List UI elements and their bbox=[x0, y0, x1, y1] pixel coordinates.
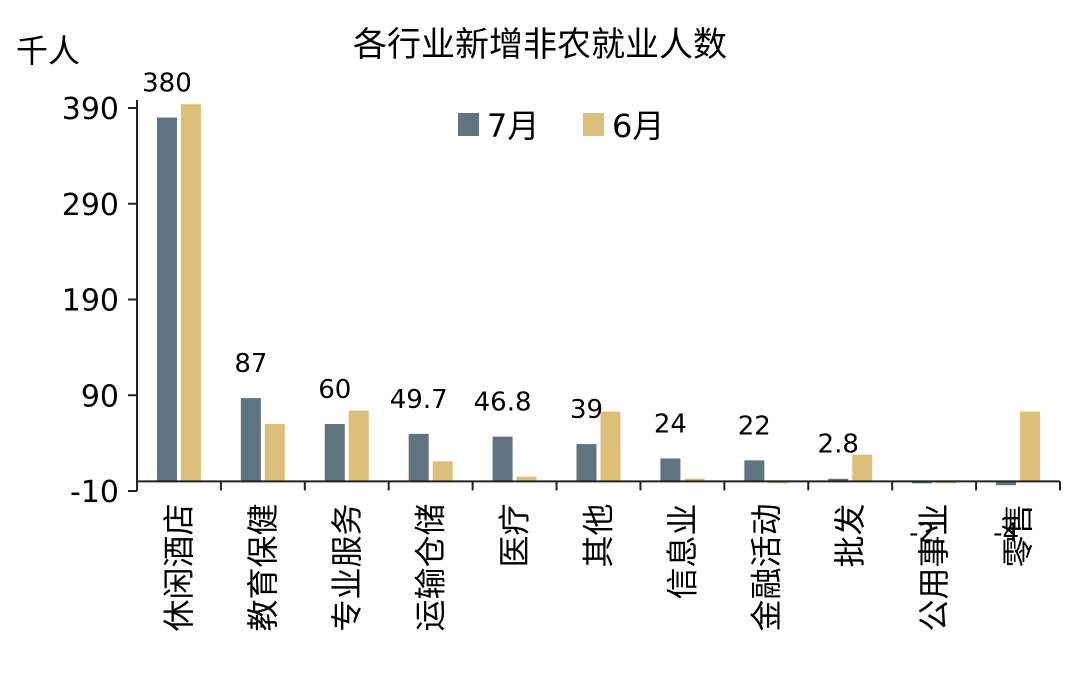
x-tick-label: 批发 bbox=[831, 503, 869, 567]
legend: 7月 6月 bbox=[458, 107, 664, 145]
legend-label: 7月 bbox=[487, 107, 539, 145]
x-tick-label: 公用事业 bbox=[915, 503, 953, 631]
data-label: 60 bbox=[318, 375, 351, 405]
x-axis: 休闲酒店 教育保健 专业服务 运输仓储 医疗 其他 信息业 金融活动 批发 公用事业 零售 bbox=[136, 480, 1061, 631]
bar-jun bbox=[852, 454, 873, 482]
x-tick-label: 其他 bbox=[580, 503, 618, 567]
y-axis: -10 90 190 290 390 bbox=[62, 92, 138, 510]
data-labels: 380 87 60 49.7 46.8 39 24 22 2.8 -2 -4 bbox=[142, 69, 1019, 549]
y-tick-label: 290 bbox=[62, 188, 119, 223]
x-tick-label: 信息业 bbox=[663, 503, 701, 599]
x-tick-label: 金融活动 bbox=[747, 503, 785, 631]
bar-jun bbox=[348, 410, 369, 482]
data-label: 39 bbox=[570, 395, 603, 425]
data-label: 87 bbox=[234, 349, 267, 379]
x-tick-label: 专业服务 bbox=[328, 503, 366, 631]
y-tick-label: 190 bbox=[62, 284, 119, 319]
x-tick-label: 教育保健 bbox=[244, 503, 282, 631]
data-label: 49.7 bbox=[390, 385, 448, 415]
bar-jun bbox=[432, 461, 453, 482]
bar-jul bbox=[828, 478, 849, 482]
chart-title: 各行业新增非农就业人数 bbox=[353, 25, 727, 65]
y-axis-unit: 千人 bbox=[16, 32, 80, 70]
data-label: 2.8 bbox=[818, 430, 859, 460]
data-label: 46.8 bbox=[474, 388, 532, 418]
y-tick-label: 390 bbox=[62, 92, 119, 127]
data-label: 24 bbox=[654, 409, 687, 439]
bar-jul bbox=[408, 433, 429, 482]
bar-jun bbox=[1020, 411, 1041, 482]
legend-swatch bbox=[458, 113, 479, 136]
data-label: -2 bbox=[909, 518, 935, 548]
bar-jun bbox=[180, 104, 201, 482]
x-tick-label: 医疗 bbox=[496, 503, 534, 567]
x-tick-label: 休闲酒店 bbox=[160, 503, 198, 631]
y-tick-label: -10 bbox=[70, 475, 119, 510]
bar-jul bbox=[156, 117, 177, 482]
data-label: 22 bbox=[738, 411, 771, 441]
bar-jul bbox=[660, 458, 681, 482]
data-label: -4 bbox=[993, 518, 1019, 548]
bar-jun bbox=[684, 478, 705, 482]
y-tick-label: 90 bbox=[81, 379, 119, 414]
bar-jul bbox=[996, 481, 1017, 486]
bars bbox=[156, 104, 1041, 486]
bar-jun bbox=[516, 476, 537, 482]
legend-label: 6月 bbox=[612, 107, 664, 145]
bar-jul bbox=[744, 460, 765, 482]
bar-jun bbox=[264, 423, 285, 482]
bar-jul bbox=[492, 436, 513, 482]
bar-jul bbox=[240, 398, 261, 482]
bar-jun bbox=[600, 411, 621, 482]
bar-jul bbox=[324, 423, 345, 482]
x-tick-label: 运输仓储 bbox=[412, 503, 450, 631]
x-tick-label: 零售 bbox=[999, 503, 1037, 567]
bar-jul bbox=[576, 444, 597, 482]
legend-swatch bbox=[583, 113, 604, 136]
data-label: 380 bbox=[142, 69, 192, 99]
